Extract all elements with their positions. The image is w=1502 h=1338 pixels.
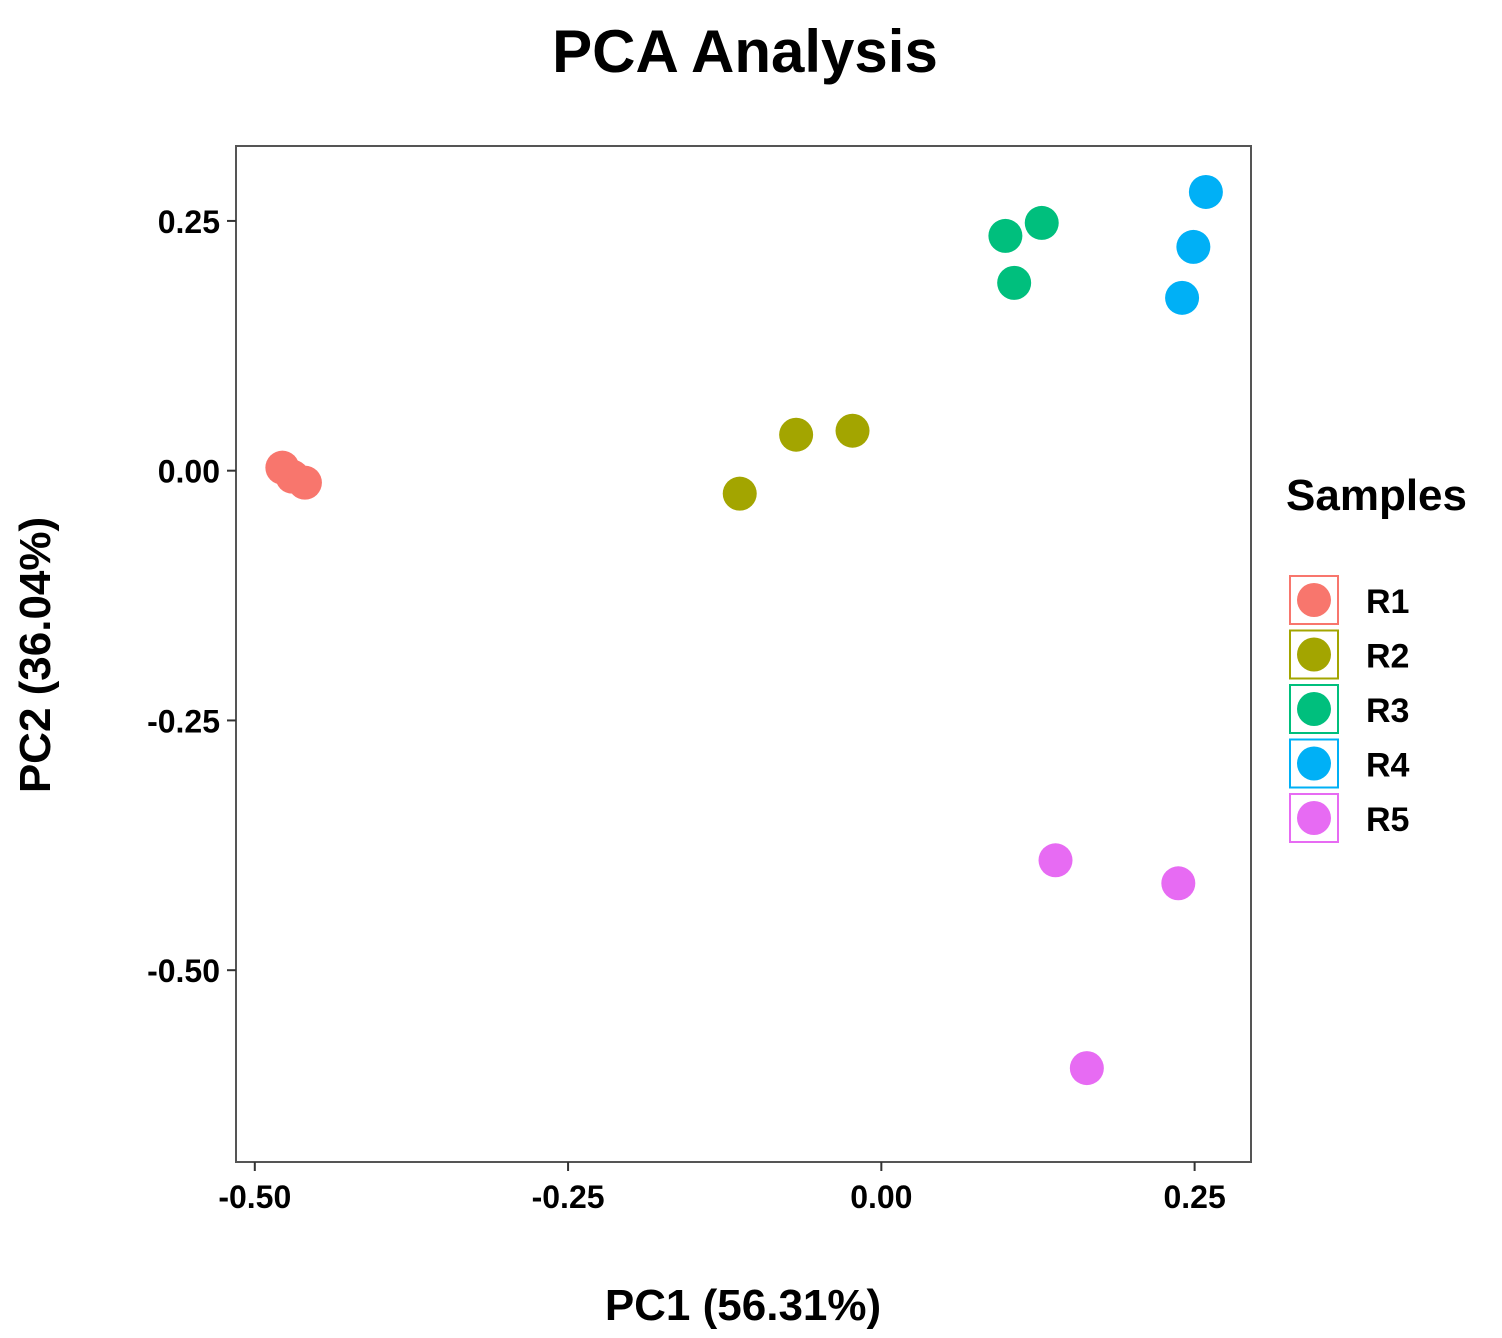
- x-axis-title: PC1 (56.31%): [605, 1281, 881, 1330]
- y-axis: 0.25 0.00 -0.25 -0.50: [147, 204, 236, 989]
- legend-swatch-r1: [1297, 583, 1331, 617]
- legend-label-r2: R2: [1366, 638, 1409, 676]
- x-tick-label: -0.25: [532, 1179, 605, 1215]
- y-tick-label: 0.00: [158, 454, 220, 490]
- point-r3: [1024, 205, 1059, 240]
- point-r3: [997, 265, 1032, 300]
- point-r5: [1038, 843, 1073, 878]
- legend-swatch-r5: [1297, 801, 1331, 835]
- y-tick-label: -0.50: [147, 953, 220, 989]
- x-tick-label: 0.00: [850, 1179, 912, 1215]
- legend-title: Samples: [1286, 471, 1467, 520]
- point-r5: [1161, 866, 1196, 901]
- data-points: [265, 174, 1223, 1086]
- legend-label-r1: R1: [1366, 583, 1409, 621]
- y-tick-label: -0.25: [147, 703, 220, 739]
- chart-title: PCA Analysis: [552, 18, 938, 85]
- x-axis: -0.50 -0.25 0.00 0.25: [218, 1162, 1226, 1215]
- plot-panel: [235, 145, 1252, 1163]
- y-tick-label: 0.25: [158, 204, 220, 240]
- point-r4: [1188, 174, 1223, 209]
- legend-label-r3: R3: [1366, 692, 1409, 730]
- point-r4: [1176, 229, 1211, 264]
- y-axis-title: PC2 (36.04%): [11, 517, 60, 793]
- point-r1: [287, 465, 322, 500]
- legend: Samples R1 R2 R3 R4 R5: [1286, 471, 1467, 843]
- point-r3: [988, 218, 1023, 253]
- legend-label-r5: R5: [1366, 801, 1409, 839]
- legend-label-r4: R4: [1366, 747, 1410, 785]
- point-r2: [835, 413, 870, 448]
- point-r5: [1069, 1051, 1104, 1086]
- legend-swatch-r3: [1297, 692, 1331, 726]
- point-r4: [1165, 280, 1200, 315]
- point-r2: [779, 417, 814, 452]
- legend-swatch-r4: [1297, 746, 1331, 781]
- legend-swatch-r2: [1297, 637, 1331, 672]
- point-r2: [722, 476, 757, 511]
- x-tick-label: 0.25: [1163, 1179, 1225, 1215]
- x-tick-label: -0.50: [218, 1179, 291, 1215]
